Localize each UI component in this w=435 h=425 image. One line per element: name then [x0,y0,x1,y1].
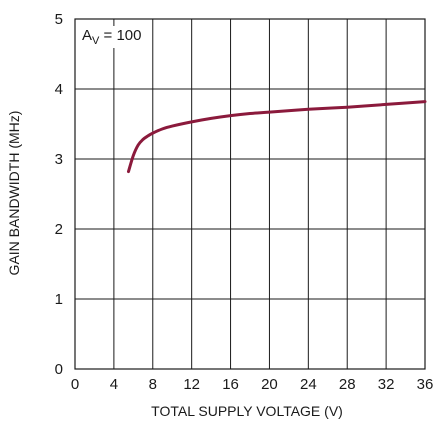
annotation-subscript: V [92,35,100,47]
y-tick-labels: 0 1 2 3 4 5 [55,11,63,378]
x-tick-label: 20 [261,376,278,393]
y-tick-label: 1 [55,291,63,308]
x-tick-labels: 0 4 8 12 16 20 24 28 32 36 [71,376,434,393]
x-tick-label: 36 [417,376,434,393]
x-tick-label: 16 [222,376,239,393]
y-tick-label: 5 [55,11,63,28]
annotation-main: A [82,27,92,44]
y-tick-label: 4 [55,81,63,98]
x-tick-label: 32 [378,376,395,393]
gain-annotation: AV = 100 [82,27,141,47]
annotation-background [79,26,145,48]
x-tick-label: 24 [300,376,317,393]
series-lines [126,100,427,174]
y-tick-label: 3 [55,151,63,168]
grid [75,19,425,369]
x-tick-label: 4 [110,376,118,393]
y-axis-title: GAIN BANDWIDTH (MHz) [6,111,22,276]
x-axis-title: TOTAL SUPPLY VOLTAGE (V) [151,403,343,419]
y-tick-label: 2 [55,221,63,238]
series-line [126,100,427,174]
annotation-rest: = 100 [99,27,141,44]
x-tick-label: 0 [71,376,79,393]
y-tick-label: 0 [55,361,63,378]
plot-frame [74,18,426,370]
x-tick-label: 8 [149,376,157,393]
x-tick-label: 28 [339,376,356,393]
x-tick-label: 12 [183,376,200,393]
